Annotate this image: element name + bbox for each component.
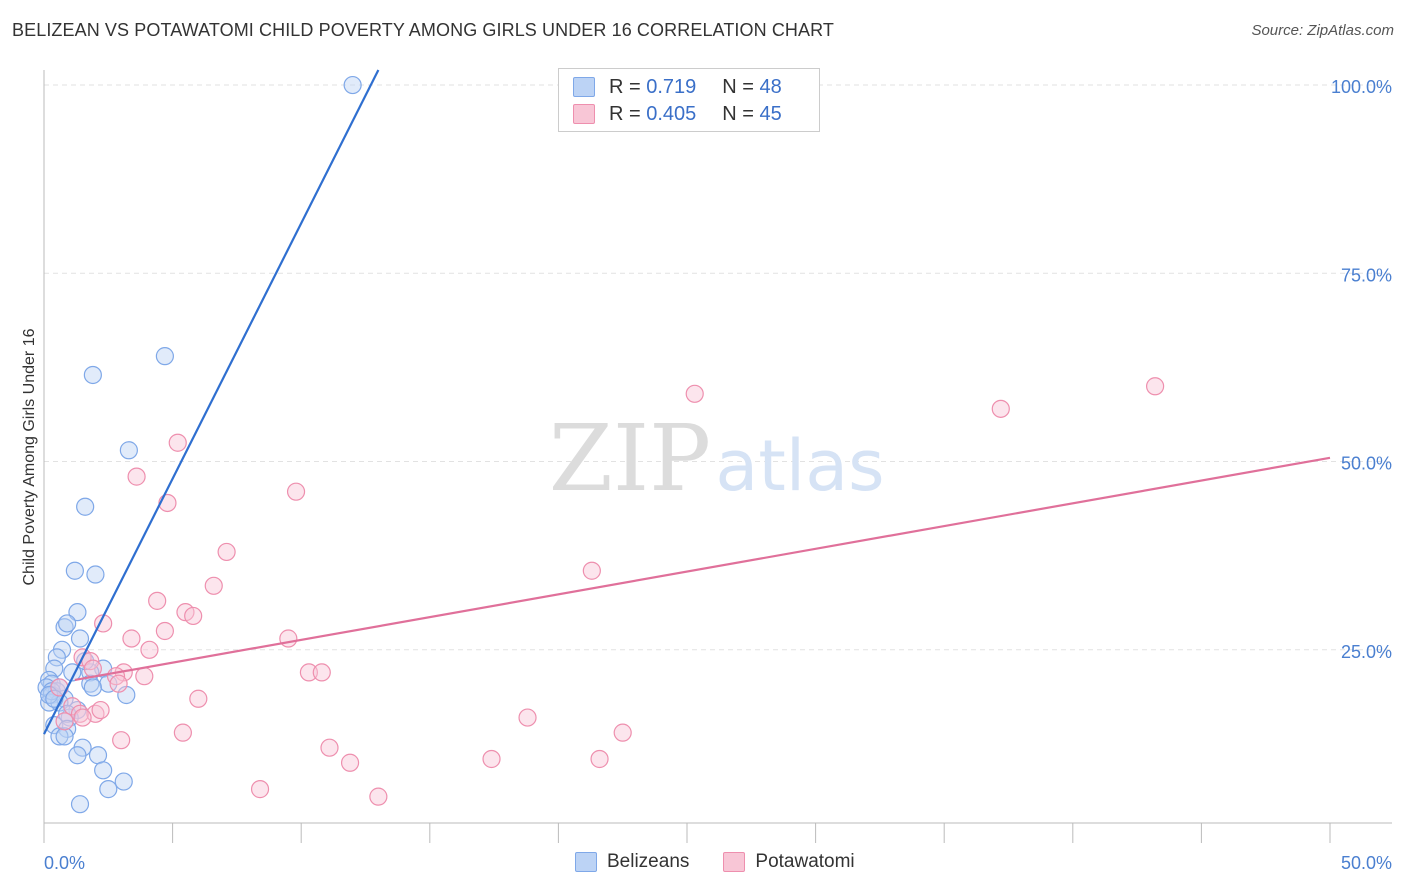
point-potawatomi-30	[55, 712, 74, 731]
legend-r-value-potawatomi: 0.405	[646, 102, 697, 125]
point-belizeans-21	[83, 678, 102, 697]
watermark-zip: ZIP	[549, 405, 711, 512]
trend-line-potawatomi	[74, 456, 1331, 682]
point-potawatomi-40	[250, 780, 270, 799]
watermark-atlas: atlas	[715, 425, 884, 507]
point-belizeans-13	[45, 659, 64, 678]
series-legend-belizeans[interactable]: Belizeans	[575, 851, 689, 873]
trend-line-belizeans	[43, 69, 380, 735]
point-potawatomi-20	[299, 663, 319, 682]
point-potawatomi-9	[204, 576, 223, 595]
legend-n-value-belizeans: 48	[759, 75, 782, 98]
point-potawatomi-17	[140, 640, 159, 659]
legend-label-potawatomi: Potawatomi	[755, 851, 855, 872]
x-tick-min: 0.0%	[44, 853, 85, 873]
point-potawatomi-41	[369, 787, 388, 806]
point-belizeans-7	[68, 603, 87, 622]
legend-swatch-belizeans	[573, 77, 595, 97]
point-belizeans-20	[99, 674, 118, 693]
point-potawatomi-14	[122, 629, 141, 648]
chart-title: BELIZEAN VS POTAWATOMI CHILD POVERTY AMO…	[12, 20, 834, 40]
point-potawatomi-33	[613, 723, 632, 742]
legend-row-potawatomi: R = 0.405 N = 45	[573, 102, 782, 126]
point-potawatomi-26	[189, 689, 208, 708]
point-belizeans-6	[86, 565, 105, 584]
data-points	[37, 75, 1165, 814]
source-label: Source: ZipAtlas.com	[1251, 22, 1394, 39]
point-belizeans-35	[55, 727, 74, 746]
x-tick-labels: 0.0% 50.0%	[44, 853, 1392, 873]
legend-swatch-potawatomi	[723, 852, 746, 872]
correlation-legend: R = 0.719 N = 48 R = 0.405 N = 45	[558, 68, 820, 132]
legend-row-belizeans: R = 0.719 N = 48	[573, 75, 782, 99]
point-potawatomi-37	[482, 749, 501, 769]
point-potawatomi-36	[320, 738, 339, 757]
point-belizeans-1	[155, 347, 174, 366]
x-tick-max: 50.0%	[1341, 853, 1392, 873]
point-potawatomi-23	[135, 667, 154, 686]
point-potawatomi-27	[63, 697, 82, 716]
point-belizeans-9	[58, 614, 77, 633]
point-belizeans-0	[343, 75, 362, 95]
point-belizeans-37	[68, 746, 87, 765]
legend-n-value-potawatomi: 45	[759, 102, 782, 125]
trend-lines	[43, 69, 1331, 735]
point-potawatomi-31	[73, 708, 92, 727]
point-belizeans-2	[83, 365, 102, 385]
point-potawatomi-2	[991, 399, 1010, 418]
y-tick-labels: 25.0% 50.0% 75.0% 100.0%	[1331, 77, 1392, 662]
point-potawatomi-4	[127, 467, 146, 486]
point-potawatomi-34	[173, 723, 192, 742]
point-potawatomi-5	[286, 482, 306, 501]
point-belizeans-10	[70, 629, 90, 648]
point-potawatomi-35	[112, 731, 131, 750]
y-tick-25: 25.0%	[1341, 642, 1392, 662]
point-potawatomi-1	[685, 384, 704, 403]
point-belizeans-38	[88, 746, 108, 765]
point-potawatomi-25	[109, 674, 128, 693]
y-tick-100: 100.0%	[1331, 77, 1392, 97]
point-potawatomi-38	[590, 749, 609, 769]
point-belizeans-40	[114, 772, 133, 791]
legend-n-label: N =	[722, 75, 754, 98]
point-potawatomi-7	[217, 542, 236, 562]
legend-n-label: N =	[722, 102, 754, 125]
point-potawatomi-15	[155, 621, 174, 641]
point-potawatomi-32	[518, 708, 537, 727]
point-belizeans-3	[119, 441, 138, 460]
point-potawatomi-0	[1146, 377, 1165, 396]
point-potawatomi-10	[148, 591, 167, 610]
y-tick-75: 75.0%	[1341, 265, 1392, 285]
point-belizeans-4	[76, 497, 95, 516]
legend-swatch-potawatomi	[573, 104, 595, 124]
point-belizeans-12	[47, 648, 66, 667]
point-belizeans-41	[99, 780, 118, 799]
point-belizeans-42	[70, 795, 90, 814]
point-potawatomi-39	[340, 753, 360, 772]
point-potawatomi-3	[168, 433, 187, 452]
point-potawatomi-42	[91, 700, 110, 720]
point-potawatomi-16	[279, 629, 298, 648]
legend-r-label: R =	[609, 75, 641, 98]
legend-label-belizeans: Belizeans	[607, 851, 690, 872]
series-legend-potawatomi[interactable]: Potawatomi	[723, 851, 855, 873]
watermark: ZIP atlas	[549, 405, 885, 512]
y-tick-50: 50.0%	[1341, 454, 1392, 474]
series-legend: Belizeans Potawatomi	[575, 851, 889, 873]
legend-r-value-belizeans: 0.719	[646, 75, 697, 98]
legend-r-label: R =	[609, 102, 641, 125]
legend-swatch-belizeans	[575, 852, 597, 872]
point-belizeans-39	[94, 761, 113, 780]
point-belizeans-5	[65, 561, 84, 580]
point-potawatomi-12	[184, 606, 203, 626]
point-potawatomi-8	[582, 561, 601, 580]
point-potawatomi-21	[312, 663, 331, 682]
